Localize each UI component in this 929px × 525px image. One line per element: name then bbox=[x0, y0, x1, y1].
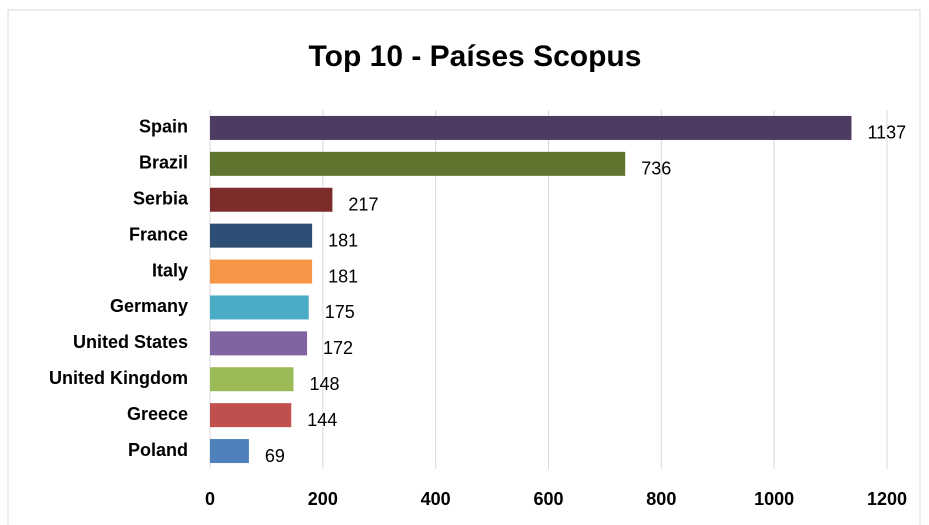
bar bbox=[210, 115, 852, 140]
bar bbox=[210, 187, 333, 212]
y-tick-label: Germany bbox=[110, 296, 188, 316]
data-label: 172 bbox=[323, 338, 353, 358]
y-tick-label: Poland bbox=[128, 440, 188, 460]
bar bbox=[210, 367, 294, 392]
data-label: 217 bbox=[348, 195, 378, 215]
x-tick-label: 0 bbox=[205, 489, 215, 509]
bar bbox=[210, 403, 292, 428]
data-label: 181 bbox=[328, 230, 358, 250]
x-tick-label: 1200 bbox=[867, 489, 907, 509]
data-label: 175 bbox=[325, 302, 355, 322]
bar bbox=[210, 439, 249, 464]
data-label: 736 bbox=[641, 159, 671, 179]
y-tick-label: Serbia bbox=[133, 189, 189, 209]
data-label: 1137 bbox=[867, 123, 906, 143]
data-label: 181 bbox=[328, 266, 358, 286]
data-label: 69 bbox=[265, 446, 285, 466]
y-tick-label: United States bbox=[73, 332, 188, 352]
y-tick-label: Greece bbox=[127, 404, 188, 424]
y-tick-label: Spain bbox=[139, 117, 188, 137]
x-tick-label: 1000 bbox=[754, 489, 794, 509]
bar bbox=[210, 223, 313, 248]
y-tick-label: United Kingdom bbox=[49, 368, 188, 388]
bar bbox=[210, 151, 626, 176]
chart-border bbox=[7, 9, 921, 525]
x-tick-label: 800 bbox=[646, 489, 676, 509]
data-label: 144 bbox=[307, 410, 337, 430]
x-tick-label: 600 bbox=[533, 489, 563, 509]
x-tick-label: 400 bbox=[421, 489, 451, 509]
bar bbox=[210, 295, 309, 320]
chart-title: Top 10 - Países Scopus bbox=[309, 40, 642, 73]
bar bbox=[210, 259, 313, 284]
y-tick-label: France bbox=[129, 224, 188, 244]
y-tick-label: Brazil bbox=[139, 153, 188, 173]
x-tick-label: 200 bbox=[308, 489, 338, 509]
y-tick-label: Italy bbox=[152, 260, 188, 280]
data-label: 148 bbox=[309, 374, 339, 394]
bar bbox=[210, 331, 308, 356]
